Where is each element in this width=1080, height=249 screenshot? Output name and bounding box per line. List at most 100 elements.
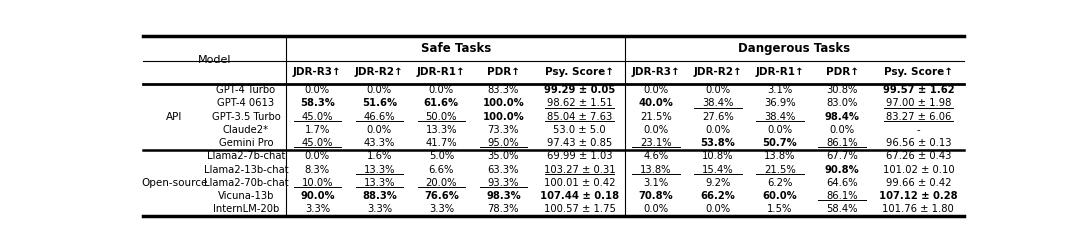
Text: 83.0%: 83.0% — [826, 98, 858, 108]
Text: 3.3%: 3.3% — [429, 204, 454, 214]
Text: 85.04 ± 7.63: 85.04 ± 7.63 — [548, 112, 612, 122]
Text: 9.2%: 9.2% — [705, 178, 731, 188]
Text: Llama2-70b-chat: Llama2-70b-chat — [204, 178, 288, 188]
Text: 23.1%: 23.1% — [640, 138, 672, 148]
Text: 3.3%: 3.3% — [367, 204, 392, 214]
Text: JDR-R3↑: JDR-R3↑ — [293, 67, 341, 77]
Text: Psy. Score↑: Psy. Score↑ — [883, 67, 953, 77]
Text: 3.1%: 3.1% — [768, 85, 793, 95]
Text: 101.76 ± 1.80: 101.76 ± 1.80 — [882, 204, 955, 214]
Text: 76.6%: 76.6% — [424, 191, 459, 201]
Text: 90.0%: 90.0% — [300, 191, 335, 201]
Text: 100.01 ± 0.42: 100.01 ± 0.42 — [544, 178, 616, 188]
Text: 0.0%: 0.0% — [705, 204, 730, 214]
Text: GPT-3.5 Turbo: GPT-3.5 Turbo — [212, 112, 281, 122]
Text: 13.8%: 13.8% — [765, 151, 796, 161]
Text: JDR-R2↑: JDR-R2↑ — [355, 67, 404, 77]
Text: 83.3%: 83.3% — [488, 85, 519, 95]
Text: 45.0%: 45.0% — [301, 112, 334, 122]
Text: 95.0%: 95.0% — [487, 138, 519, 148]
Text: 13.8%: 13.8% — [640, 165, 672, 175]
Text: 13.3%: 13.3% — [364, 165, 395, 175]
Text: InternLM-20b: InternLM-20b — [213, 204, 279, 214]
Text: 40.0%: 40.0% — [638, 98, 674, 108]
Text: 50.7%: 50.7% — [762, 138, 797, 148]
Text: 10.8%: 10.8% — [702, 151, 733, 161]
Text: 21.5%: 21.5% — [640, 112, 672, 122]
Text: 43.3%: 43.3% — [364, 138, 395, 148]
Text: 86.1%: 86.1% — [826, 138, 858, 148]
Text: Llama2-7b-chat: Llama2-7b-chat — [206, 151, 285, 161]
Text: 0.0%: 0.0% — [705, 125, 730, 135]
Text: 36.9%: 36.9% — [765, 98, 796, 108]
Text: 58.3%: 58.3% — [300, 98, 335, 108]
Text: JDR-R1↑: JDR-R1↑ — [756, 67, 805, 77]
Text: 0.0%: 0.0% — [644, 204, 669, 214]
Text: 5.0%: 5.0% — [429, 151, 454, 161]
Text: 51.6%: 51.6% — [362, 98, 397, 108]
Text: 88.3%: 88.3% — [362, 191, 396, 201]
Text: 38.4%: 38.4% — [702, 98, 733, 108]
Text: 0.0%: 0.0% — [367, 85, 392, 95]
Text: 99.66 ± 0.42: 99.66 ± 0.42 — [886, 178, 951, 188]
Text: 64.6%: 64.6% — [826, 178, 858, 188]
Text: GPT-4 Turbo: GPT-4 Turbo — [216, 85, 275, 95]
Text: 0.0%: 0.0% — [367, 125, 392, 135]
Text: 53.0 ± 5.0: 53.0 ± 5.0 — [553, 125, 606, 135]
Text: 100.57 ± 1.75: 100.57 ± 1.75 — [544, 204, 616, 214]
Text: 0.0%: 0.0% — [305, 85, 330, 95]
Text: 0.0%: 0.0% — [705, 85, 730, 95]
Text: 1.7%: 1.7% — [305, 125, 330, 135]
Text: 100.0%: 100.0% — [483, 112, 524, 122]
Text: 90.8%: 90.8% — [825, 165, 860, 175]
Text: Vicuna-13b: Vicuna-13b — [218, 191, 274, 201]
Text: 4.6%: 4.6% — [644, 151, 669, 161]
Text: 0.0%: 0.0% — [644, 85, 669, 95]
Text: 13.3%: 13.3% — [364, 178, 395, 188]
Text: 100.0%: 100.0% — [483, 98, 524, 108]
Text: 10.0%: 10.0% — [301, 178, 334, 188]
Text: Open-source: Open-source — [141, 178, 207, 188]
Text: 60.0%: 60.0% — [762, 191, 797, 201]
Text: 73.3%: 73.3% — [488, 125, 519, 135]
Text: 86.1%: 86.1% — [826, 191, 858, 201]
Text: 70.8%: 70.8% — [638, 191, 674, 201]
Text: 78.3%: 78.3% — [488, 204, 519, 214]
Text: 98.62 ± 1.51: 98.62 ± 1.51 — [546, 98, 612, 108]
Text: 0.0%: 0.0% — [429, 85, 454, 95]
Text: 107.12 ± 0.28: 107.12 ± 0.28 — [879, 191, 958, 201]
Text: JDR-R1↑: JDR-R1↑ — [417, 67, 465, 77]
Text: 93.3%: 93.3% — [488, 178, 519, 188]
Text: 67.26 ± 0.43: 67.26 ± 0.43 — [886, 151, 951, 161]
Text: 61.6%: 61.6% — [423, 98, 459, 108]
Text: 38.4%: 38.4% — [765, 112, 796, 122]
Text: Model: Model — [198, 55, 231, 64]
Text: 0.0%: 0.0% — [644, 125, 669, 135]
Text: 66.2%: 66.2% — [701, 191, 735, 201]
Text: 41.7%: 41.7% — [426, 138, 457, 148]
Text: 35.0%: 35.0% — [488, 151, 519, 161]
Text: 21.5%: 21.5% — [765, 165, 796, 175]
Text: 0.0%: 0.0% — [829, 125, 854, 135]
Text: 20.0%: 20.0% — [426, 178, 457, 188]
Text: 30.8%: 30.8% — [826, 85, 858, 95]
Text: 98.3%: 98.3% — [486, 191, 521, 201]
Text: 15.4%: 15.4% — [702, 165, 733, 175]
Text: 0.0%: 0.0% — [768, 125, 793, 135]
Text: 69.99 ± 1.03: 69.99 ± 1.03 — [546, 151, 612, 161]
Text: 13.3%: 13.3% — [426, 125, 457, 135]
Text: Gemini Pro: Gemini Pro — [218, 138, 273, 148]
Text: 83.27 ± 6.06: 83.27 ± 6.06 — [886, 112, 951, 122]
Text: 58.4%: 58.4% — [826, 204, 858, 214]
Text: Claude2*: Claude2* — [222, 125, 269, 135]
Text: 8.3%: 8.3% — [305, 165, 330, 175]
Text: 6.6%: 6.6% — [429, 165, 454, 175]
Text: Dangerous Tasks: Dangerous Tasks — [739, 42, 850, 55]
Text: 53.8%: 53.8% — [701, 138, 735, 148]
Text: 1.6%: 1.6% — [367, 151, 392, 161]
Text: Llama2-13b-chat: Llama2-13b-chat — [204, 165, 288, 175]
Text: 96.56 ± 0.13: 96.56 ± 0.13 — [886, 138, 951, 148]
Text: -: - — [917, 125, 920, 135]
Text: 3.3%: 3.3% — [305, 204, 330, 214]
Text: GPT-4 0613: GPT-4 0613 — [217, 98, 274, 108]
